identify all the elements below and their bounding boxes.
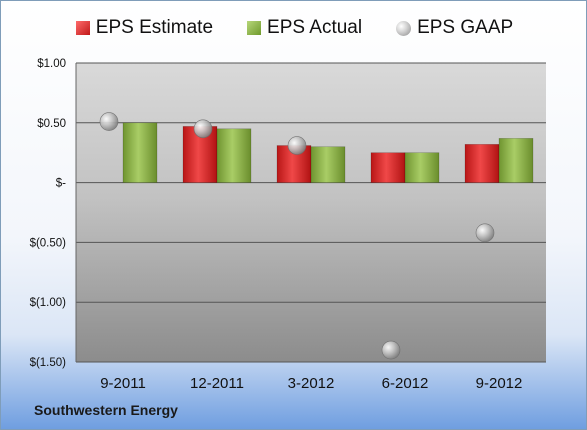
x-tick-label: 6-2012: [382, 375, 429, 392]
x-tick-label: 9-2011: [100, 375, 146, 392]
y-tick-label: $(1.50): [30, 357, 67, 369]
gaap-markers: [99, 112, 495, 360]
legend: EPS Estimate EPS Actual EPS GAAP: [1, 17, 586, 39]
gaap-marker: [381, 340, 401, 360]
y-tick-label: $0.50: [37, 118, 66, 130]
gaap-marker: [193, 119, 213, 139]
bar-eps-estimate: [370, 152, 406, 183]
company-name: Southwestern Energy: [34, 402, 178, 418]
bar-eps-actual: [216, 128, 252, 183]
legend-eps-gaap: EPS GAAP: [396, 17, 513, 39]
x-tick-label: 3-2012: [288, 375, 335, 392]
legend-label: EPS GAAP: [417, 17, 514, 38]
red-square-icon: [75, 21, 90, 35]
x-tick-label: 12-2011: [190, 375, 244, 392]
bar-eps-actual: [404, 152, 440, 183]
bar-eps-actual: [498, 138, 534, 183]
gaap-marker: [287, 136, 307, 155]
bar-eps-actual: [310, 146, 346, 183]
y-tick-label: $-: [56, 178, 66, 190]
y-tick-label: $1.00: [37, 58, 66, 70]
y-tick-label: $(1.00): [30, 297, 67, 309]
x-tick-labels: 9-2011 12-2011 3-2012 6-2012 9-2012: [100, 375, 522, 392]
green-square-icon: [247, 21, 262, 35]
legend-eps-estimate: EPS Estimate: [75, 17, 214, 39]
gaap-marker: [475, 223, 495, 243]
y-tick-label: $(0.50): [30, 237, 67, 249]
gray-circle-icon: [396, 20, 412, 36]
legend-eps-actual: EPS Actual: [247, 17, 362, 39]
x-tick-label: 9-2012: [476, 375, 523, 392]
y-tick-labels: $1.00 $0.50 $- $(0.50) $(1.00) $(1.50): [30, 58, 67, 369]
gaap-marker: [99, 112, 119, 131]
bar-eps-actual: [122, 122, 158, 183]
plot-area: [76, 63, 546, 362]
bar-eps-estimate: [464, 144, 500, 183]
legend-label: EPS Estimate: [95, 17, 214, 38]
legend-label: EPS Actual: [267, 17, 363, 38]
